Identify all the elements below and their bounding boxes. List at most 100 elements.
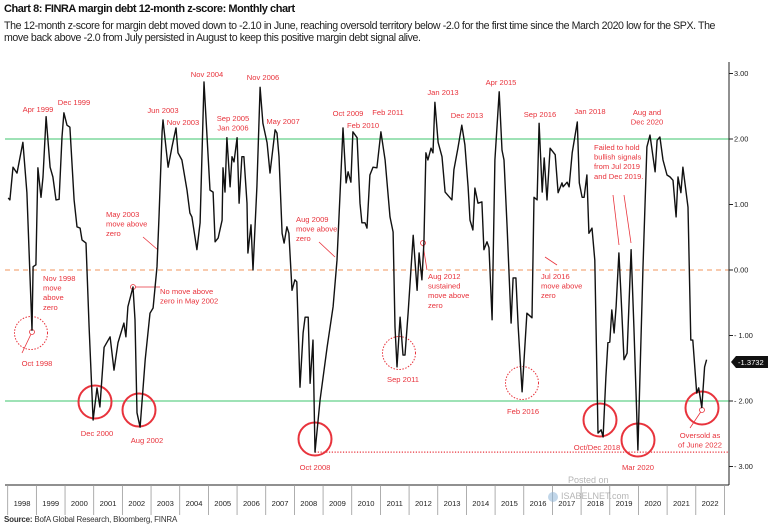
annotation-text: Jan 2013 <box>427 88 458 97</box>
annotation: Dec 2013 <box>451 111 484 120</box>
annotation-text: Jun 2003 <box>147 106 178 115</box>
annotation-leader-line <box>544 256 558 266</box>
annotation-text: Aug 2002 <box>131 436 164 445</box>
x-tick-label: 2004 <box>186 499 203 508</box>
chart-description-line-1: The 12-month z-score for margin debt mov… <box>4 20 716 32</box>
annotation: Feb 2016 <box>507 407 539 416</box>
annotation-text: and Dec 2019. <box>594 172 643 181</box>
annotation: Jan 2013 <box>427 88 458 97</box>
x-tick-label: 2019 <box>616 499 633 508</box>
y-tick-label: 3.00 <box>734 69 748 78</box>
annotation: Aug 2002 <box>131 436 164 445</box>
x-tick-label: 2000 <box>71 499 88 508</box>
x-tick-label: 2022 <box>702 499 719 508</box>
annotation-text: zero in May 2002 <box>160 297 218 306</box>
annotation-text: move above <box>106 220 147 229</box>
watermark-logo-icon <box>548 492 558 502</box>
annotation: Sep 2016 <box>524 110 557 119</box>
annotation-text: Dec 2000 <box>81 429 114 438</box>
axes: 3.00 2.00 1.00 0.00 - 1.00 - 2.00 - 3.00 1998 19… <box>5 62 753 515</box>
annotation-leader-line <box>318 241 336 258</box>
last-value-label: -1.3732 <box>738 358 764 367</box>
annotation-text: Oct 2008 <box>300 463 331 472</box>
annotation-text: move above <box>428 291 469 300</box>
y-tick-label: 0.00 <box>734 266 748 275</box>
x-tick-label: 2008 <box>300 499 317 508</box>
annotation-text: Nov 2003 <box>167 118 200 127</box>
x-tick-label: 2007 <box>272 499 289 508</box>
x-tick-label: 2017 <box>558 499 575 508</box>
annotation: Nov 2003 <box>167 118 200 127</box>
z-score-line <box>7 81 708 453</box>
annotation-text: Oversold as <box>680 431 721 440</box>
annotation: Feb 2010 <box>347 121 379 130</box>
annotation: Jun 2003 <box>147 106 178 115</box>
annotation-text: Apr 1999 <box>23 105 54 114</box>
annotation: Dec 2000 <box>81 429 114 438</box>
x-tick-label: 2015 <box>501 499 518 508</box>
annotation-text: zero <box>428 301 443 310</box>
annotation-text: Sep 2016 <box>524 110 557 119</box>
y-tick-label: - 3.00 <box>734 462 753 471</box>
annotation-text: Jul 2016 <box>541 272 570 281</box>
source-note: Source: BofA Global Research, Bloomberg,… <box>4 515 177 524</box>
x-tick-label: 2006 <box>243 499 260 508</box>
annotation-leader-line <box>142 236 159 251</box>
highlight-circle <box>14 316 48 350</box>
annotation-marker <box>420 240 426 246</box>
annotation-text: Feb 2016 <box>507 407 539 416</box>
annotation-text: of June 2022 <box>678 441 722 450</box>
highlight-circle <box>121 392 157 428</box>
annotation: Apr 2015 <box>486 78 517 87</box>
annotation-text: Dec 1999 <box>58 98 91 107</box>
x-tick-label: 2016 <box>530 499 547 508</box>
y-tick-label: 2.00 <box>734 135 748 144</box>
x-tick-label: 1999 <box>42 499 59 508</box>
annotation-text: Aug 2009 <box>296 215 329 224</box>
annotation-text: Oct 1998 <box>22 359 53 368</box>
annotation-text: May 2007 <box>266 117 299 126</box>
watermark-line-2: ISABELNET.com <box>561 491 629 501</box>
annotation-text: zero <box>106 229 121 238</box>
y-tick-label: - 2.00 <box>734 397 753 406</box>
annotation: Jan 2018 <box>574 107 605 116</box>
x-tick-label: 2001 <box>100 499 117 508</box>
annotation-text: above <box>43 293 64 302</box>
annotation-text: Aug and <box>633 108 661 117</box>
x-tick-label: 2018 <box>587 499 604 508</box>
highlight-circle <box>582 402 618 438</box>
annotation-text: zero <box>541 291 556 300</box>
chart-title: Chart 8: FINRA margin debt 12-month z-sc… <box>4 3 295 15</box>
watermark: Posted on ISABELNET.com <box>548 475 629 502</box>
annotation-text: Feb 2010 <box>347 121 379 130</box>
annotation-text: Jan 2006 <box>217 124 248 133</box>
highlight-circle <box>382 336 416 370</box>
y-tick-label: 1.00 <box>734 200 748 209</box>
x-tick-label: 2011 <box>387 499 403 508</box>
source-text: BofA Global Research, Bloomberg, FINRA <box>34 515 178 524</box>
highlight-circle <box>505 366 539 400</box>
annotation-text: Failed to hold <box>594 143 640 152</box>
annotation-leader-line <box>21 331 33 354</box>
annotation: Oct 2009 <box>333 109 364 118</box>
annotation-text: Sep 2011 <box>387 375 419 384</box>
annotation-text: from Jul 2019 <box>594 162 640 171</box>
highlight-circle <box>684 390 720 426</box>
annotation: Nov 2006 <box>247 73 280 82</box>
chart-description-line-2: move back above -2.0 from July persisted… <box>4 32 421 44</box>
last-value-badge: -1.3732 <box>731 356 768 368</box>
annotation: Mar 2020 <box>622 463 654 472</box>
annotation-text: Nov 1998 <box>43 274 76 283</box>
annotation-leader-line <box>689 409 703 429</box>
x-tick-label: 2020 <box>644 499 661 508</box>
x-tick-label: 2010 <box>358 499 375 508</box>
annotation: Feb 2011 <box>372 108 404 117</box>
